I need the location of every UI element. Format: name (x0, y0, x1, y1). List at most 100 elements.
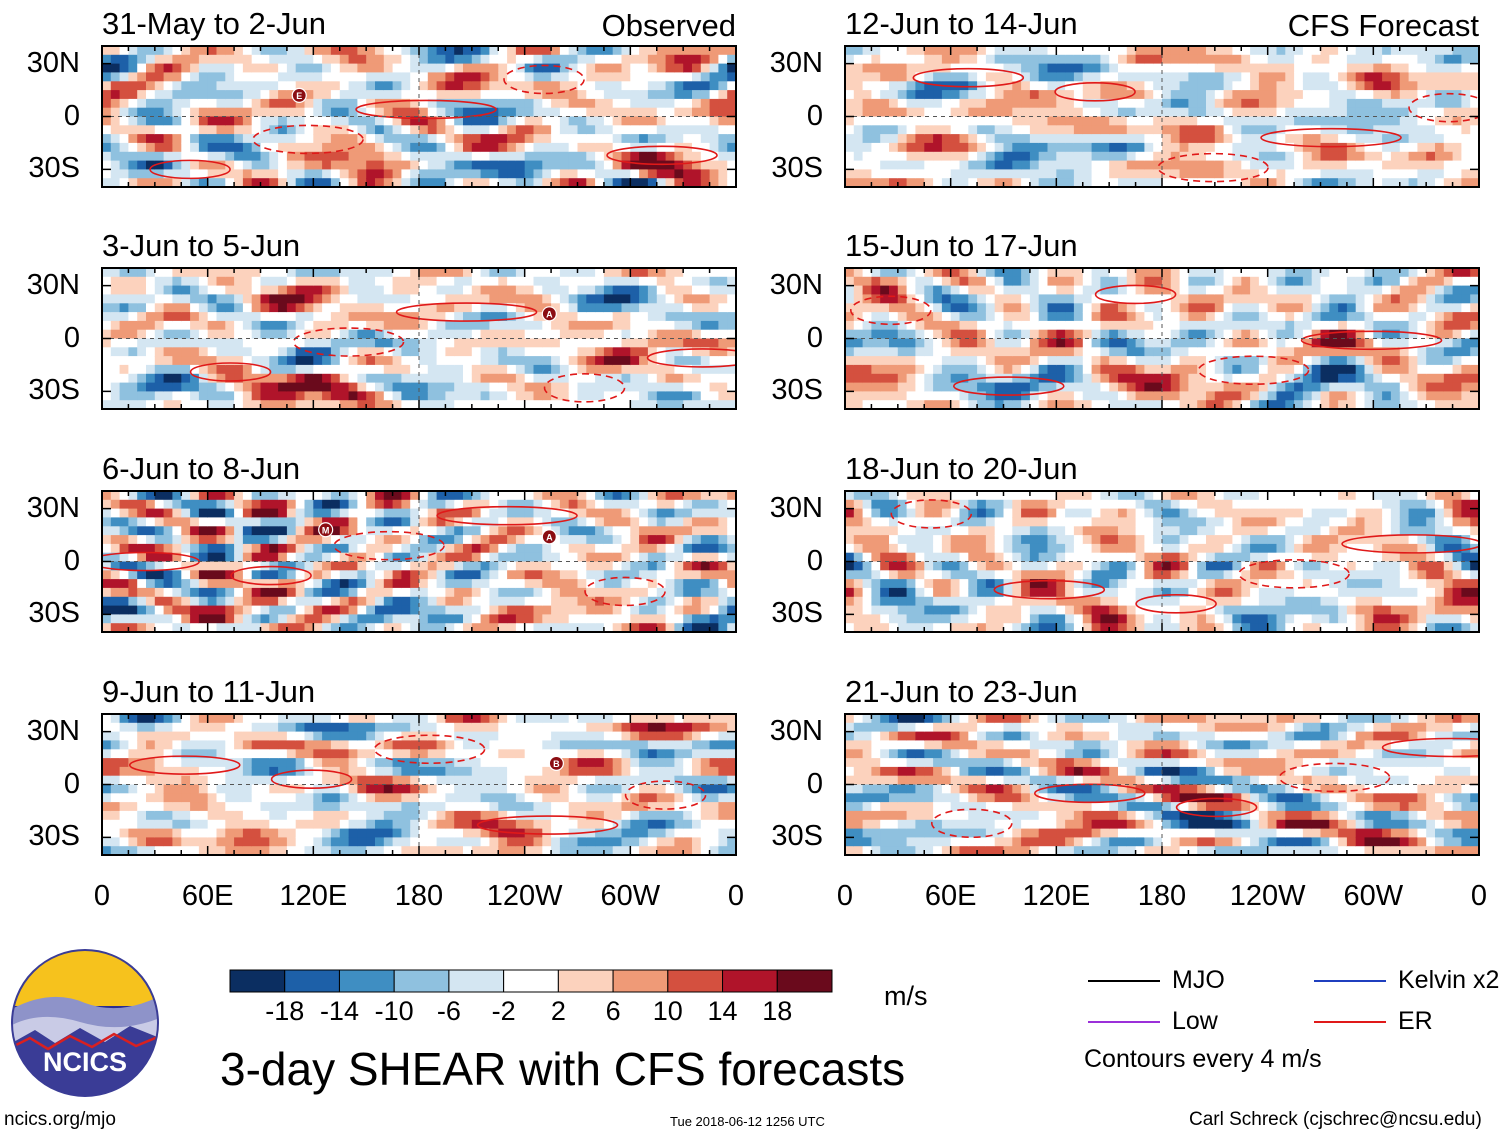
y-tick-label: 30S (28, 820, 80, 853)
er-contour (1408, 92, 1479, 123)
author-credit: Carl Schreck (cjschrec@ncsu.edu) (1189, 1109, 1482, 1130)
y-tick-label: 30S (28, 152, 80, 185)
er-contour (606, 145, 718, 166)
figure-title: 3-day SHEAR with CFS forecasts (220, 1043, 906, 1095)
colorbar-swatch (338, 969, 395, 993)
er-contour (333, 530, 445, 561)
y-tick-label: 30N (769, 268, 823, 301)
x-tick-label: 0 (836, 880, 854, 912)
er-contour (149, 159, 231, 180)
x-tick-label: 180 (394, 880, 444, 912)
er-contour (1278, 762, 1391, 793)
er-contour (646, 348, 736, 368)
er-contour (230, 565, 312, 586)
map-panel: MA (101, 490, 737, 633)
timestamp: Tue 2018-06-12 1256 UTC (670, 1114, 825, 1129)
contour-note: Contours every 4 m/s (1084, 1045, 1322, 1073)
y-tick-label: 0 (63, 767, 80, 800)
er-contour (189, 362, 272, 382)
shear-field (845, 46, 1479, 187)
storm-marker (318, 522, 334, 538)
legend-line (1314, 980, 1386, 982)
y-tick-label: 30N (26, 46, 80, 79)
er-contour (1094, 284, 1177, 305)
y-tick-label: 30N (769, 491, 823, 524)
er-contour (252, 124, 364, 155)
map-panel: E (101, 45, 737, 188)
panel-title: 3-Jun to 5-Jun (102, 228, 301, 263)
y-tick-label: 30S (28, 374, 80, 407)
er-contour (912, 67, 1025, 88)
storm-marker (548, 755, 564, 771)
colorbar-label: -2 (491, 996, 516, 1026)
colorbar-label: 14 (707, 996, 738, 1026)
x-tick-label: 120E (279, 880, 348, 912)
colorbar-swatch (393, 969, 450, 993)
y-tick-label: 30N (26, 714, 80, 747)
x-tick-label: 0 (727, 880, 745, 912)
er-contour (1300, 330, 1443, 351)
panel-title: 9-Jun to 11-Jun (102, 674, 316, 709)
er-contour (930, 808, 1013, 839)
map-panel: A (101, 267, 737, 410)
legend-line (1088, 980, 1160, 982)
y-tick-label: 0 (63, 99, 80, 132)
er-contour (1197, 355, 1310, 386)
er-contour (373, 734, 486, 765)
y-tick-label: 30N (769, 46, 823, 79)
y-tick-label: 30S (771, 597, 823, 630)
storm-marker (541, 529, 557, 545)
x-tick-label: 120E (1022, 880, 1091, 912)
x-tick-label: 120W (486, 880, 563, 912)
shear-field (845, 491, 1479, 632)
colorbar-label: 10 (652, 996, 683, 1026)
er-contour (1135, 593, 1217, 614)
y-tick-label: 0 (806, 767, 823, 800)
y-tick-label: 0 (63, 321, 80, 354)
map-panel (844, 713, 1480, 856)
map-panel (844, 45, 1480, 188)
er-contour (1157, 152, 1269, 183)
er-contour (1033, 783, 1146, 804)
er-contour (1381, 737, 1479, 758)
legend-label: Low (1172, 1007, 1218, 1035)
er-contour (849, 295, 932, 326)
colorbar-label: 6 (605, 996, 621, 1026)
y-tick-label: 30N (769, 714, 823, 747)
x-tick-label: 60W (600, 880, 661, 912)
shear-field (102, 491, 736, 632)
colorbar-units: m/s (884, 981, 928, 1011)
x-tick-label: 0 (93, 880, 111, 912)
er-contour (1341, 534, 1479, 554)
storm-letter: A (546, 532, 553, 542)
er-contour (993, 579, 1106, 600)
panel-title: 12-Jun to 14-Jun (845, 6, 1078, 41)
legend-line (1088, 1021, 1160, 1023)
map-panel: B (101, 713, 737, 856)
x-tick-label: 60E (181, 880, 234, 912)
y-tick-label: 30S (771, 152, 823, 185)
colorbar-swatch (667, 969, 724, 993)
x-tick-label: 60E (924, 880, 977, 912)
legend-label: Kelvin x2 (1398, 966, 1500, 994)
er-contour (584, 576, 666, 607)
shear-field (102, 714, 736, 855)
x-tick-label: 60W (1343, 880, 1404, 912)
er-contour (1054, 82, 1136, 102)
colorbar-swatch (284, 969, 340, 993)
storm-letter: B (553, 759, 560, 769)
colorbar-label: 2 (550, 996, 566, 1026)
colorbar-swatch (612, 969, 669, 993)
er-contour (355, 99, 497, 120)
column-tag: Observed (601, 8, 736, 43)
storm-letter: A (546, 309, 553, 319)
colorbar-label: -14 (319, 996, 359, 1026)
er-contour (543, 373, 626, 403)
colorbar-swatch (722, 969, 778, 993)
colorbar-swatch (448, 969, 505, 993)
ncics-logo: NCICS (11, 949, 159, 1097)
er-contour (270, 769, 353, 790)
er-contour (503, 64, 585, 95)
panel-title: 18-Jun to 20-Jun (845, 451, 1078, 486)
